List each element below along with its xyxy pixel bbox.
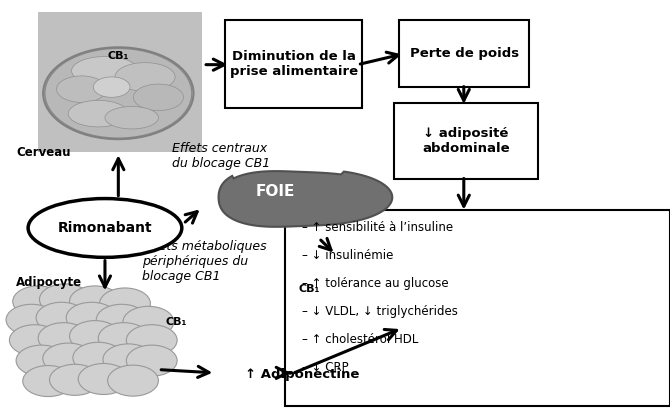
Circle shape	[9, 325, 60, 356]
Text: – ↓ CRP: – ↓ CRP	[302, 361, 349, 374]
FancyBboxPatch shape	[399, 20, 529, 87]
Ellipse shape	[45, 48, 192, 138]
Circle shape	[107, 365, 158, 396]
Text: – ↓ VLDL, ↓ triglychérides: – ↓ VLDL, ↓ triglychérides	[302, 305, 458, 318]
Circle shape	[103, 344, 154, 375]
Circle shape	[96, 304, 147, 335]
Circle shape	[6, 304, 57, 335]
Circle shape	[70, 286, 120, 317]
Circle shape	[98, 323, 149, 354]
Circle shape	[123, 306, 174, 337]
Ellipse shape	[115, 62, 175, 91]
Text: Adipocyte: Adipocyte	[16, 276, 83, 289]
Ellipse shape	[105, 106, 158, 129]
Polygon shape	[309, 218, 342, 242]
Circle shape	[23, 365, 74, 397]
Circle shape	[79, 363, 129, 395]
Circle shape	[73, 342, 123, 373]
Text: ↑ Adiponectine: ↑ Adiponectine	[246, 368, 360, 381]
Text: FOIE: FOIE	[256, 184, 295, 199]
Circle shape	[99, 288, 150, 319]
FancyBboxPatch shape	[38, 12, 202, 152]
Circle shape	[38, 323, 89, 354]
Text: Rimonabant: Rimonabant	[58, 221, 152, 235]
FancyBboxPatch shape	[395, 104, 538, 179]
Circle shape	[36, 302, 87, 333]
Text: CB₁: CB₁	[299, 284, 320, 294]
Text: CB₁: CB₁	[165, 317, 187, 327]
Circle shape	[40, 284, 91, 315]
Circle shape	[50, 364, 100, 395]
Text: Perte de poids: Perte de poids	[409, 47, 519, 60]
Text: – ↑ cholestérol HDL: – ↑ cholestérol HDL	[302, 333, 419, 346]
Ellipse shape	[134, 84, 183, 111]
Text: CB₁: CB₁	[107, 51, 129, 62]
Circle shape	[126, 345, 177, 376]
Circle shape	[16, 345, 67, 376]
Ellipse shape	[68, 100, 128, 127]
Circle shape	[66, 302, 117, 333]
Text: – ↑ tolérance au glucose: – ↑ tolérance au glucose	[302, 277, 449, 290]
Text: ↓ adiposité
abdominale: ↓ adiposité abdominale	[422, 127, 510, 155]
Circle shape	[70, 321, 120, 352]
Circle shape	[13, 286, 64, 317]
Ellipse shape	[93, 77, 130, 97]
Text: Cerveau: Cerveau	[16, 145, 70, 159]
FancyBboxPatch shape	[225, 20, 362, 108]
Circle shape	[126, 325, 177, 356]
Ellipse shape	[72, 56, 138, 85]
Text: – ↑ sensibilité à l’insuline: – ↑ sensibilité à l’insuline	[302, 222, 453, 234]
Circle shape	[43, 343, 93, 374]
Text: Diminution de la
prise alimentaire: Diminution de la prise alimentaire	[229, 50, 358, 78]
Ellipse shape	[56, 76, 107, 102]
Text: Effets métaboliques
périphériques du
blocage CB1: Effets métaboliques périphériques du blo…	[142, 240, 266, 283]
Text: – ↓ insulinémie: – ↓ insulinémie	[302, 249, 393, 262]
Polygon shape	[219, 171, 393, 227]
Text: Effets centraux
du blocage CB1: Effets centraux du blocage CB1	[172, 142, 270, 170]
Ellipse shape	[28, 199, 182, 257]
FancyBboxPatch shape	[285, 210, 670, 406]
